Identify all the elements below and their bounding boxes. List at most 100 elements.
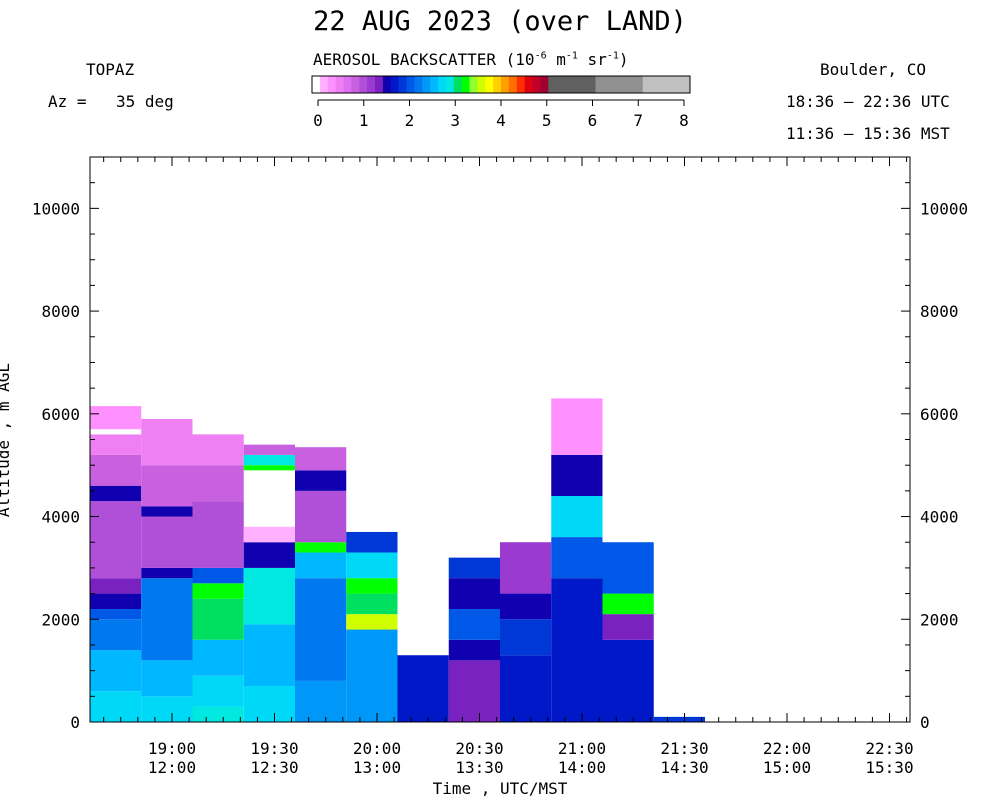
y-tick-label: 10000 bbox=[32, 199, 80, 218]
heatmap-cell bbox=[346, 593, 398, 615]
x-tick-label-mst: 13:30 bbox=[455, 758, 503, 777]
heatmap-cells bbox=[90, 398, 705, 722]
heatmap-cell bbox=[602, 639, 654, 722]
heatmap-cell bbox=[141, 418, 193, 466]
y-tick-label: 10000 bbox=[920, 199, 968, 218]
colorbar-title-prefix: AEROSOL BACKSCATTER (10 bbox=[313, 50, 535, 69]
heatmap-cell bbox=[500, 619, 552, 656]
colorbar-swatch bbox=[382, 76, 392, 93]
heatmap-cell bbox=[653, 716, 705, 722]
y-tick-label: 2000 bbox=[41, 610, 80, 629]
location-label: Boulder, CO bbox=[820, 60, 926, 79]
heatmap-cell bbox=[90, 609, 142, 620]
heatmap-cell bbox=[90, 454, 142, 486]
mst-time-range: 11:36 – 15:36 MST bbox=[786, 124, 950, 143]
heatmap-cell bbox=[295, 680, 347, 722]
axes: 0 0 2000 2000 4000 4000 6000 6000 8000 8000 10000 1… bbox=[32, 157, 968, 777]
y-tick-label: 6000 bbox=[41, 405, 80, 424]
heatmap-cell bbox=[346, 552, 398, 579]
y-tick-label: 4000 bbox=[41, 508, 80, 527]
x-tick-label-utc: 22:30 bbox=[865, 739, 913, 758]
heatmap-cell bbox=[551, 398, 603, 455]
heatmap-cell bbox=[243, 686, 295, 722]
colorbar-swatch bbox=[327, 76, 337, 93]
heatmap-cell bbox=[90, 578, 142, 594]
heatmap-cell bbox=[295, 490, 347, 543]
colorbar-swatch bbox=[351, 76, 360, 93]
heatmap-cell bbox=[90, 501, 142, 579]
azimuth-label: Az = bbox=[48, 92, 87, 111]
y-tick-label: 8000 bbox=[920, 302, 959, 321]
heatmap-cell bbox=[448, 660, 500, 722]
y-axis-label: Altitude , m AGL bbox=[0, 363, 13, 517]
heatmap-cell bbox=[192, 501, 244, 568]
x-tick-label-utc: 21:00 bbox=[558, 739, 606, 758]
heatmap-cell bbox=[90, 691, 142, 722]
x-tick-label-mst: 12:30 bbox=[250, 758, 298, 777]
colorbar-swatch bbox=[312, 76, 321, 93]
heatmap-cell bbox=[448, 609, 500, 640]
heatmap-cell bbox=[448, 557, 500, 579]
heatmap-cell bbox=[90, 406, 142, 430]
colorbar-swatch bbox=[430, 76, 439, 93]
heatmap-cell bbox=[295, 552, 347, 579]
station-name: TOPAZ bbox=[86, 60, 135, 79]
heatmap-cell bbox=[192, 706, 244, 722]
colorbar-swatch bbox=[516, 76, 526, 93]
colorbar-tick-label: 0 bbox=[313, 111, 323, 130]
colorbar-swatch bbox=[406, 76, 415, 93]
colorbar-unit-sr: sr bbox=[577, 50, 607, 69]
colorbar-swatch bbox=[453, 76, 463, 93]
heatmap-cell bbox=[192, 434, 244, 466]
colorbar-tick-label: 5 bbox=[542, 111, 552, 130]
y-tick-label: 2000 bbox=[920, 610, 959, 629]
heatmap-cell bbox=[90, 619, 142, 651]
heatmap-cell bbox=[243, 624, 295, 687]
heatmap-cell bbox=[295, 542, 347, 553]
x-tick-label-mst: 12:00 bbox=[148, 758, 196, 777]
colorbar-swatch bbox=[319, 76, 329, 93]
heatmap-cell bbox=[295, 470, 347, 491]
colorbar-swatch bbox=[642, 76, 691, 93]
heatmap-cell bbox=[141, 506, 193, 517]
heatmap-cell bbox=[192, 639, 244, 676]
heatmap-cell bbox=[500, 655, 552, 722]
heatmap-cell bbox=[602, 614, 654, 640]
heatmap-cell bbox=[192, 598, 244, 640]
colorbar-tick-label: 8 bbox=[679, 111, 689, 130]
y-tick-label: 0 bbox=[70, 713, 80, 732]
y-tick-label: 0 bbox=[920, 713, 930, 732]
x-tick-label-utc: 19:30 bbox=[250, 739, 298, 758]
colorbar-swatch bbox=[469, 76, 478, 93]
colorbar-swatch bbox=[485, 76, 494, 93]
colorbar-swatch bbox=[367, 76, 376, 93]
utc-time-range: 18:36 – 22:36 UTC bbox=[786, 92, 950, 111]
heatmap-cell bbox=[397, 655, 449, 722]
colorbar-swatch bbox=[422, 76, 431, 93]
heatmap-cell bbox=[141, 578, 193, 661]
colorbar-swatch bbox=[398, 76, 407, 93]
heatmap-cell bbox=[141, 660, 193, 697]
heatmap-cell bbox=[551, 578, 603, 722]
colorbar-swatch bbox=[335, 76, 344, 93]
heatmap-cell bbox=[90, 434, 142, 455]
azimuth-value: 35 deg bbox=[116, 92, 174, 111]
x-tick-label-mst: 15:30 bbox=[865, 758, 913, 777]
colorbar-swatch bbox=[595, 76, 644, 93]
y-tick-label: 4000 bbox=[920, 508, 959, 527]
x-tick-label-utc: 21:30 bbox=[660, 739, 708, 758]
colorbar-tick-label: 4 bbox=[496, 111, 506, 130]
colorbar-swatch bbox=[493, 76, 502, 93]
heatmap-cell bbox=[141, 567, 193, 579]
y-tick-label: 6000 bbox=[920, 405, 959, 424]
colorbar-title: AEROSOL BACKSCATTER (10-6 m-1 sr-1) bbox=[313, 50, 629, 69]
colorbar-tick-label: 2 bbox=[405, 111, 415, 130]
colorbar-swatch bbox=[375, 76, 384, 93]
heatmap-cell bbox=[346, 531, 398, 553]
heatmap-cell bbox=[141, 516, 193, 568]
colorbar-exponent: -6 bbox=[534, 50, 547, 62]
heatmap-cell bbox=[448, 639, 500, 661]
heatmap-cell bbox=[295, 447, 347, 471]
heatmap-cell bbox=[346, 578, 398, 594]
